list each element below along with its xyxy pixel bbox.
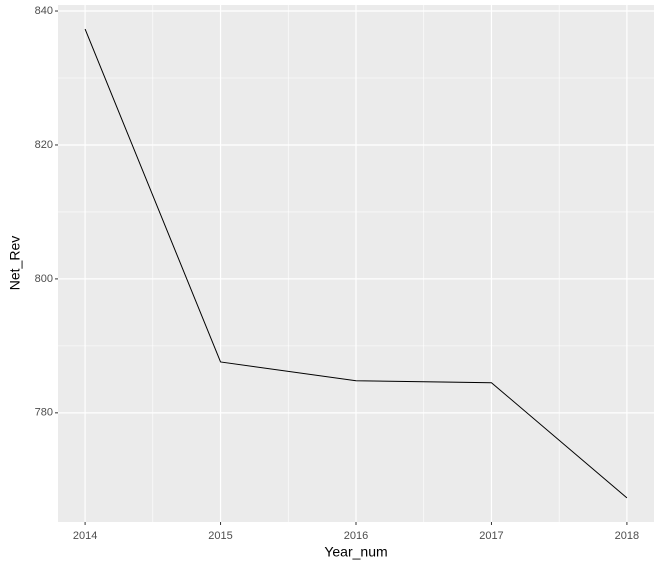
x-tick-label: 2018 xyxy=(615,530,639,542)
x-tick-label: 2017 xyxy=(479,530,503,542)
grid xyxy=(58,5,654,522)
y-tick-label: 840 xyxy=(35,5,53,17)
y-tick-label: 820 xyxy=(35,139,53,151)
x-tick-label: 2016 xyxy=(344,530,368,542)
line xyxy=(84,28,628,499)
marks xyxy=(84,28,628,499)
x-tick-label: 2014 xyxy=(73,530,97,542)
x-axis-title: Year_num xyxy=(324,544,387,560)
y-tick-label: 800 xyxy=(35,273,53,285)
x-tick-label: 2015 xyxy=(208,530,232,542)
y-tick-label: 780 xyxy=(35,407,53,419)
y-axis-title: Net_Rev xyxy=(7,236,23,290)
